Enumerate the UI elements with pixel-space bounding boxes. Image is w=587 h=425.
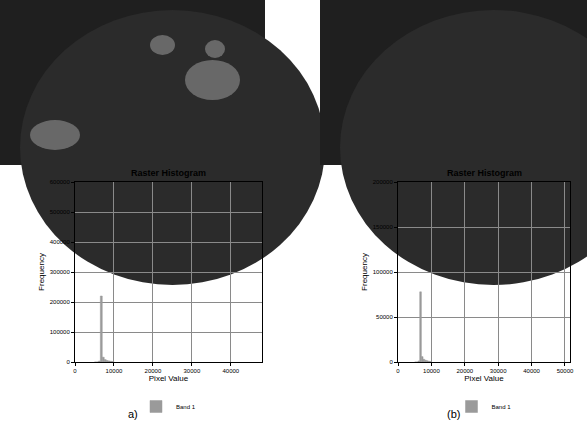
svg-text:50000: 50000 — [376, 314, 393, 320]
svg-text:200000: 200000 — [373, 179, 394, 185]
svg-text:0: 0 — [396, 368, 400, 374]
svg-text:20000: 20000 — [456, 368, 473, 374]
svg-text:Pixel Value: Pixel Value — [464, 374, 504, 383]
svg-text:10000: 10000 — [423, 368, 440, 374]
svg-text:40000: 40000 — [222, 368, 239, 374]
svg-text:30000: 30000 — [490, 368, 507, 374]
svg-text:Frequency: Frequency — [37, 253, 46, 291]
svg-text:20000: 20000 — [145, 368, 162, 374]
svg-text:40000: 40000 — [523, 368, 540, 374]
svg-text:0: 0 — [73, 368, 77, 374]
svg-text:200000: 200000 — [50, 299, 71, 305]
svg-text:400000: 400000 — [50, 239, 71, 245]
svg-text:10000: 10000 — [106, 368, 123, 374]
svg-text:0: 0 — [66, 359, 70, 365]
svg-text:Band 1: Band 1 — [492, 404, 512, 410]
svg-text:100000: 100000 — [50, 329, 71, 335]
svg-text:300000: 300000 — [50, 269, 71, 275]
svg-text:Raster Histogram: Raster Histogram — [447, 168, 522, 178]
svg-text:0: 0 — [389, 359, 393, 365]
svg-text:Pixel Value: Pixel Value — [149, 374, 189, 383]
svg-text:500000: 500000 — [50, 209, 71, 215]
svg-text:30000: 30000 — [184, 368, 201, 374]
svg-text:50000: 50000 — [557, 368, 574, 374]
svg-text:a): a) — [128, 408, 138, 420]
svg-text:100000: 100000 — [373, 269, 394, 275]
svg-text:Frequency: Frequency — [360, 253, 369, 291]
svg-text:(b): (b) — [447, 408, 460, 420]
svg-text:Raster Histogram: Raster Histogram — [131, 168, 206, 178]
svg-text:600000: 600000 — [50, 179, 71, 185]
svg-text:Band 1: Band 1 — [176, 404, 196, 410]
svg-text:150000: 150000 — [373, 224, 394, 230]
